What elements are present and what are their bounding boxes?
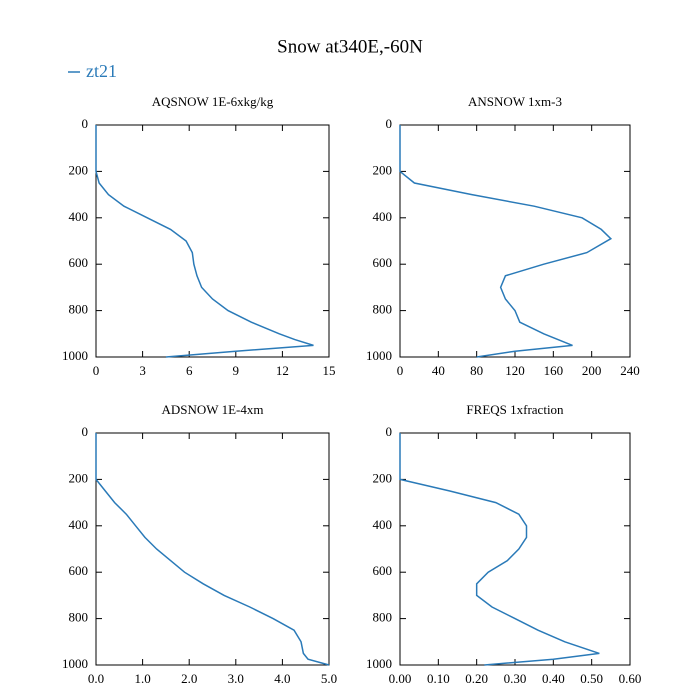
- x-tick-label: 0.20: [465, 671, 488, 686]
- x-tick-label: 6: [186, 363, 193, 378]
- figure-title: Snow at340E,-60N: [277, 36, 423, 57]
- x-tick-label: 2.0: [181, 671, 197, 686]
- y-tick-label: 600: [69, 255, 89, 270]
- subplot-title: AQSNOW 1E-6xkg/kg: [152, 94, 274, 109]
- y-tick-label: 200: [69, 162, 89, 177]
- subplot-title: ANSNOW 1xm-3: [468, 94, 562, 109]
- x-tick-label: 3.0: [228, 671, 244, 686]
- x-tick-label: 1.0: [134, 671, 150, 686]
- x-tick-label: 0.50: [580, 671, 603, 686]
- subplot-title: FREQS 1xfraction: [466, 402, 564, 417]
- x-tick-label: 15: [323, 363, 336, 378]
- y-tick-label: 400: [69, 517, 89, 532]
- plot-frame: [95, 432, 330, 666]
- plot-frame: [399, 432, 631, 666]
- legend-label: zt21: [86, 61, 117, 81]
- x-tick-label: 0.10: [427, 671, 450, 686]
- y-tick-label: 0: [386, 116, 393, 131]
- y-tick-label: 1000: [62, 348, 88, 363]
- x-tick-label: 200: [582, 363, 602, 378]
- x-tick-label: 120: [505, 363, 525, 378]
- profile-line: [95, 125, 314, 358]
- x-tick-label: 5.0: [321, 671, 337, 686]
- x-tick-label: 0: [397, 363, 404, 378]
- y-tick-label: 800: [69, 302, 89, 317]
- x-tick-label: 0.40: [542, 671, 565, 686]
- profile-line: [399, 433, 600, 666]
- y-tick-label: 1000: [366, 656, 392, 671]
- plot-frame: [95, 124, 330, 358]
- x-tick-label: 0.0: [88, 671, 104, 686]
- y-tick-label: 200: [69, 470, 89, 485]
- y-tick-label: 400: [69, 209, 89, 224]
- y-tick-label: 200: [373, 470, 393, 485]
- y-tick-label: 0: [386, 424, 393, 439]
- x-tick-label: 12: [276, 363, 289, 378]
- x-tick-label: 3: [139, 363, 146, 378]
- x-tick-label: 0: [93, 363, 100, 378]
- x-tick-label: 9: [233, 363, 240, 378]
- y-tick-label: 600: [69, 563, 89, 578]
- x-tick-label: 160: [544, 363, 564, 378]
- y-tick-label: 200: [373, 162, 393, 177]
- x-tick-label: 40: [432, 363, 445, 378]
- y-tick-label: 800: [69, 610, 89, 625]
- plot-frame: [399, 124, 631, 358]
- profile-line: [399, 125, 613, 358]
- x-tick-label: 0.30: [504, 671, 527, 686]
- y-tick-label: 400: [373, 209, 393, 224]
- y-tick-label: 600: [373, 255, 393, 270]
- y-tick-label: 600: [373, 563, 393, 578]
- x-tick-label: 0.00: [389, 671, 412, 686]
- x-tick-label: 240: [620, 363, 640, 378]
- x-tick-label: 80: [470, 363, 483, 378]
- y-tick-label: 1000: [62, 656, 88, 671]
- y-tick-label: 0: [82, 424, 89, 439]
- x-tick-label: 0.60: [619, 671, 642, 686]
- x-tick-label: 4.0: [274, 671, 290, 686]
- profile-line: [95, 433, 330, 666]
- y-tick-label: 1000: [366, 348, 392, 363]
- y-tick-label: 400: [373, 517, 393, 532]
- y-tick-label: 800: [373, 302, 393, 317]
- y-tick-label: 0: [82, 116, 89, 131]
- subplot-title: ADSNOW 1E-4xm: [162, 402, 264, 417]
- y-tick-label: 800: [373, 610, 393, 625]
